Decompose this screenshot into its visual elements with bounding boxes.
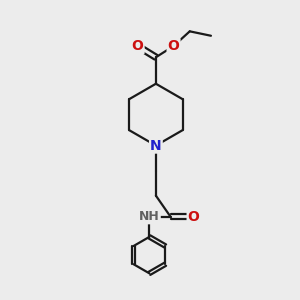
Text: N: N [150, 139, 162, 153]
Text: O: O [188, 210, 200, 224]
Text: NH: NH [139, 210, 160, 223]
Text: O: O [168, 39, 179, 53]
Text: O: O [132, 39, 144, 53]
